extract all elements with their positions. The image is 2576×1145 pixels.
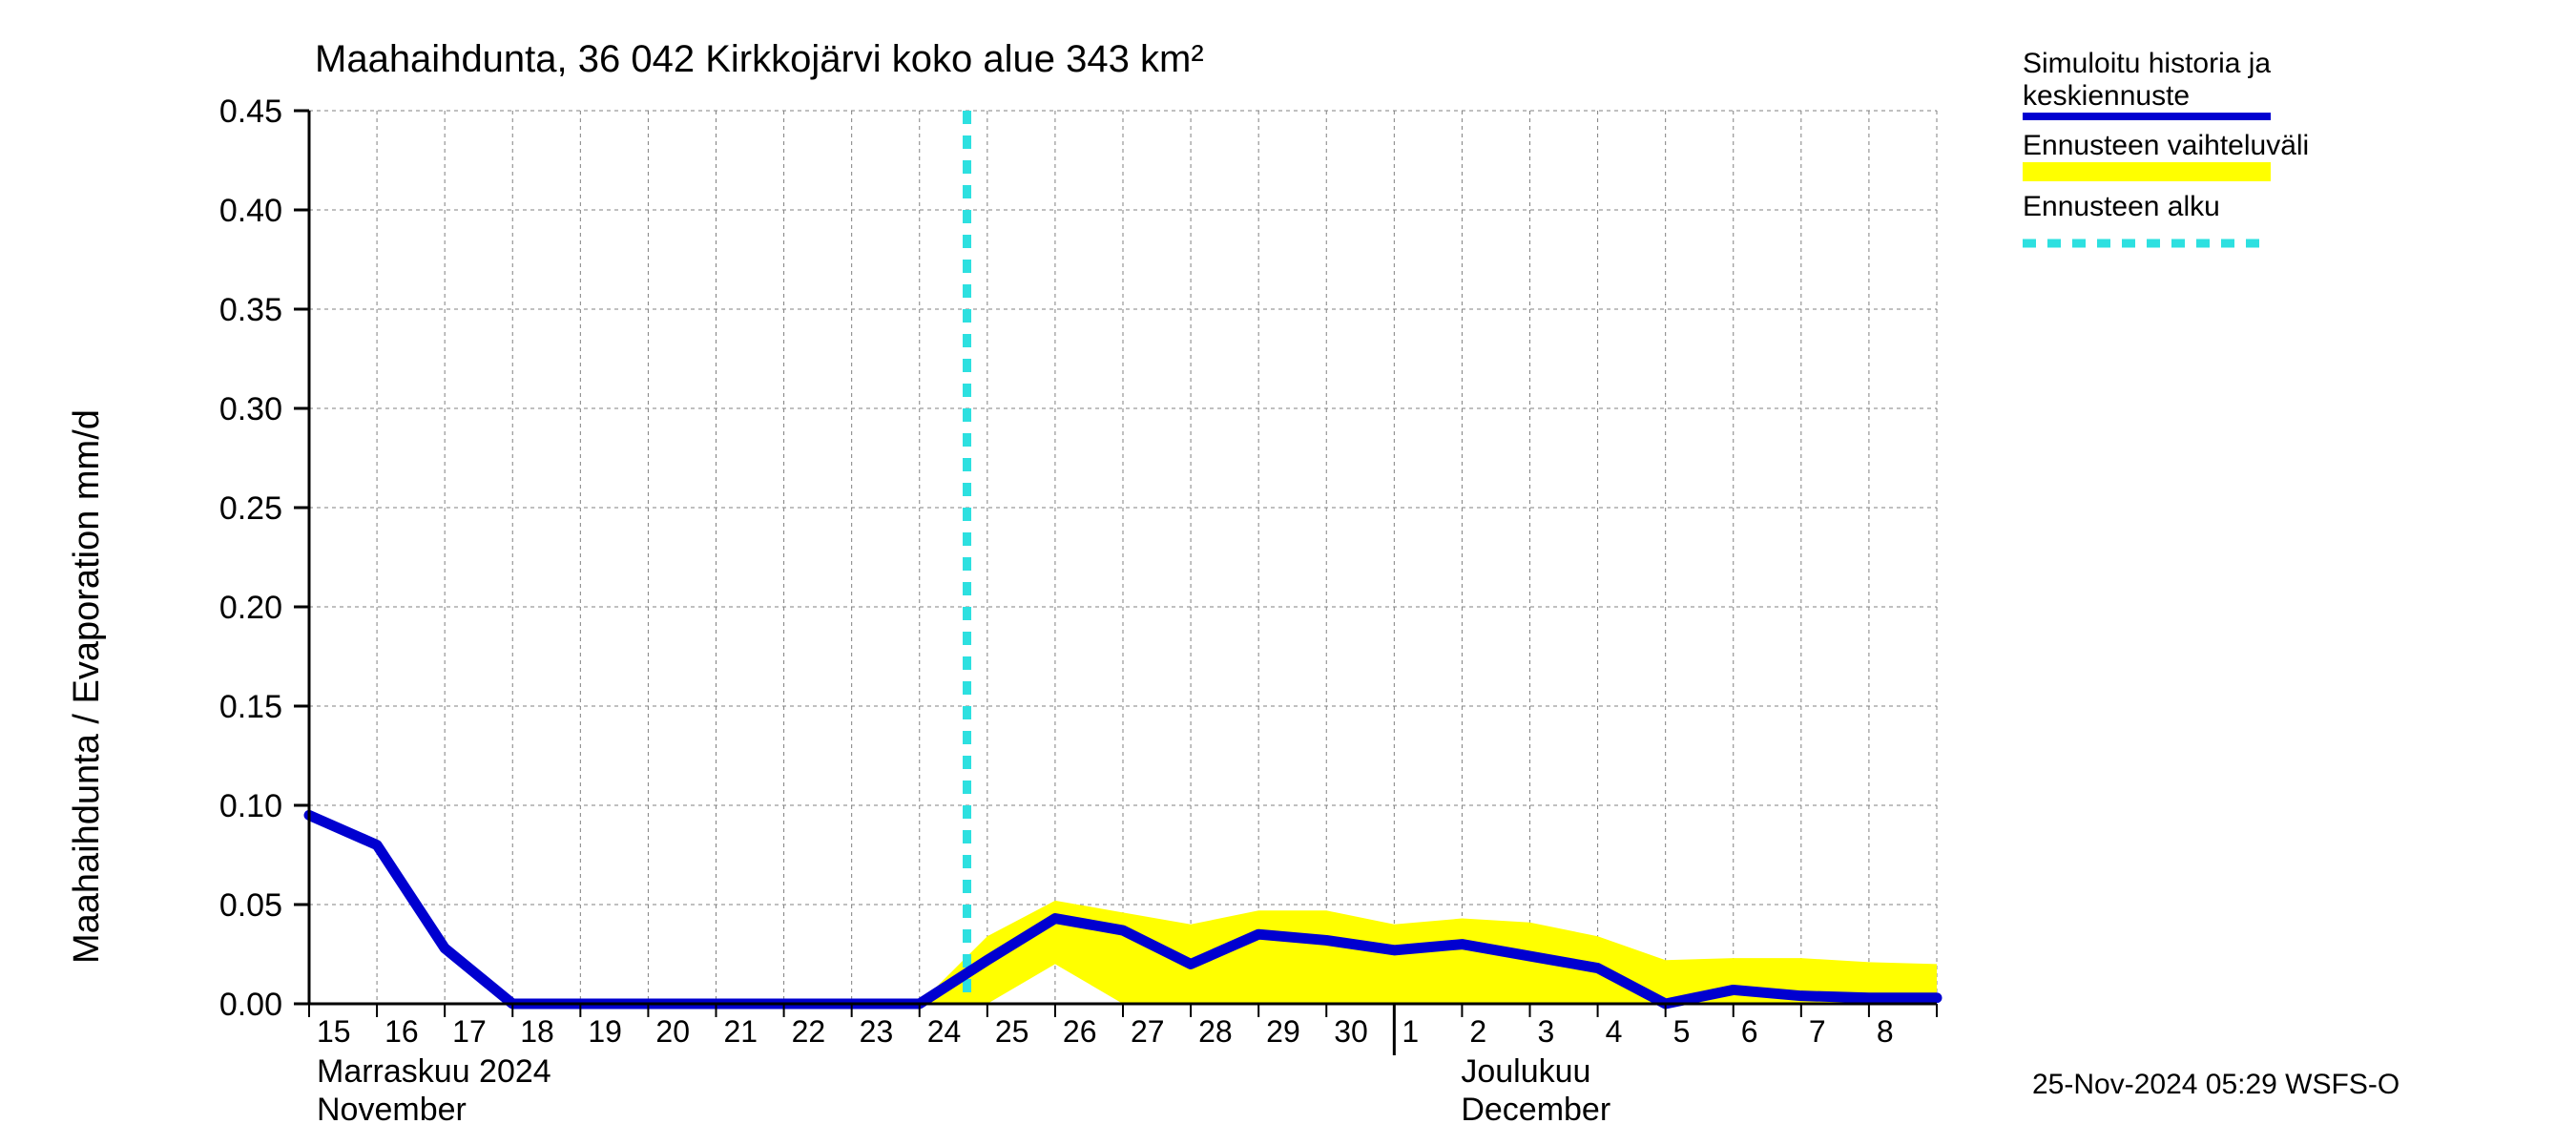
svg-text:21: 21 <box>724 1014 758 1049</box>
svg-text:8: 8 <box>1877 1014 1894 1049</box>
svg-text:0.35: 0.35 <box>219 292 282 328</box>
svg-text:15: 15 <box>317 1014 351 1049</box>
legend-range-label: Ennusteen vaihteluväli <box>2023 130 2309 162</box>
svg-text:Marraskuu 2024: Marraskuu 2024 <box>317 1053 551 1090</box>
svg-text:7: 7 <box>1809 1014 1826 1049</box>
legend-entry-start: Ennusteen alku <box>2023 191 2309 256</box>
timestamp: 25-Nov-2024 05:29 WSFS-O <box>2032 1069 2399 1101</box>
svg-text:19: 19 <box>588 1014 622 1049</box>
svg-text:2: 2 <box>1469 1014 1486 1049</box>
svg-text:20: 20 <box>655 1014 690 1049</box>
svg-text:November: November <box>317 1092 467 1128</box>
svg-text:25: 25 <box>995 1014 1029 1049</box>
svg-text:17: 17 <box>452 1014 487 1049</box>
legend-entry-sim: Simuloitu historia ja keskiennuste <box>2023 48 2309 120</box>
svg-text:0.25: 0.25 <box>219 490 282 527</box>
svg-text:0.05: 0.05 <box>219 887 282 924</box>
legend-start-label: Ennusteen alku <box>2023 191 2309 223</box>
svg-text:Joulukuu: Joulukuu <box>1461 1053 1590 1090</box>
legend-sim-line1: Simuloitu historia ja <box>2023 48 2309 80</box>
svg-text:0.45: 0.45 <box>219 94 282 130</box>
chart-container: Maahaihdunta / Evaporation mm/d Maahaihd… <box>0 0 2576 1145</box>
svg-text:28: 28 <box>1198 1014 1233 1049</box>
svg-text:18: 18 <box>520 1014 554 1049</box>
svg-text:23: 23 <box>860 1014 894 1049</box>
svg-text:0.15: 0.15 <box>219 689 282 725</box>
svg-text:26: 26 <box>1063 1014 1097 1049</box>
legend-entry-range: Ennusteen vaihteluväli <box>2023 130 2309 181</box>
svg-text:24: 24 <box>927 1014 962 1049</box>
svg-text:5: 5 <box>1673 1014 1691 1049</box>
svg-text:December: December <box>1461 1092 1610 1128</box>
svg-text:22: 22 <box>792 1014 826 1049</box>
svg-text:1: 1 <box>1402 1014 1419 1049</box>
svg-text:6: 6 <box>1741 1014 1758 1049</box>
legend-sim-line2: keskiennuste <box>2023 80 2309 113</box>
svg-text:0.00: 0.00 <box>219 987 282 1023</box>
svg-text:16: 16 <box>384 1014 419 1049</box>
svg-text:0.10: 0.10 <box>219 788 282 824</box>
svg-text:27: 27 <box>1131 1014 1165 1049</box>
legend-start-swatch <box>2023 239 2271 248</box>
legend-sim-swatch <box>2023 113 2271 120</box>
svg-text:0.20: 0.20 <box>219 590 282 626</box>
svg-text:30: 30 <box>1334 1014 1368 1049</box>
svg-text:4: 4 <box>1606 1014 1623 1049</box>
svg-text:0.30: 0.30 <box>219 391 282 427</box>
svg-text:0.40: 0.40 <box>219 193 282 229</box>
svg-text:3: 3 <box>1538 1014 1555 1049</box>
legend: Simuloitu historia ja keskiennuste Ennus… <box>2023 48 2309 261</box>
svg-text:29: 29 <box>1266 1014 1300 1049</box>
legend-range-swatch <box>2023 162 2271 181</box>
